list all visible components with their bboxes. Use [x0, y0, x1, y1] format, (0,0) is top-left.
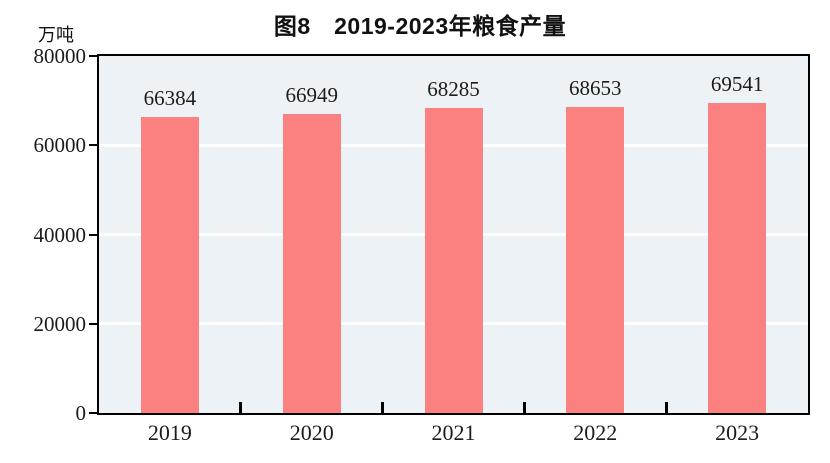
x-axis-tick — [239, 402, 243, 413]
bar-2022 — [566, 106, 625, 413]
x-axis-tick — [381, 402, 385, 413]
chart-title: 图8 2019-2023年粮食产量 — [273, 13, 567, 39]
y-axis-tick — [89, 55, 97, 57]
x-tick-label-2021: 2021 — [431, 420, 476, 445]
bar-value-label-2023: 69541 — [710, 71, 764, 96]
x-tick-label-2019: 2019 — [147, 420, 192, 445]
bar-2019 — [140, 116, 199, 413]
bar-2023 — [708, 102, 767, 413]
y-axis-tick — [89, 412, 97, 414]
x-axis-tick — [522, 402, 526, 413]
bar-2020 — [282, 114, 341, 413]
y-tick-label-40000: 40000 — [33, 222, 87, 247]
x-tick-label-2020: 2020 — [289, 420, 334, 445]
y-axis-tick — [89, 322, 97, 325]
plot-area — [97, 54, 810, 415]
bar-value-label-2022: 68653 — [569, 75, 622, 100]
x-tick-label-2023: 2023 — [715, 420, 760, 445]
bar-value-label-2019: 66384 — [143, 85, 197, 110]
bar-value-label-2021: 68285 — [427, 77, 480, 102]
y-tick-label-0: 0 — [75, 401, 87, 425]
y-axis-unit-label: 万吨 — [38, 25, 74, 45]
y-tick-label-20000: 20000 — [33, 311, 87, 336]
bar-value-label-2020: 66949 — [285, 83, 338, 108]
y-axis-tick — [89, 144, 97, 147]
y-tick-label-60000: 60000 — [33, 133, 87, 158]
y-axis-tick — [89, 233, 97, 236]
bar-2021 — [424, 108, 483, 413]
x-axis-tick — [664, 402, 668, 413]
y-tick-label-80000: 80000 — [33, 44, 87, 68]
x-tick-label-2022: 2022 — [573, 420, 618, 445]
